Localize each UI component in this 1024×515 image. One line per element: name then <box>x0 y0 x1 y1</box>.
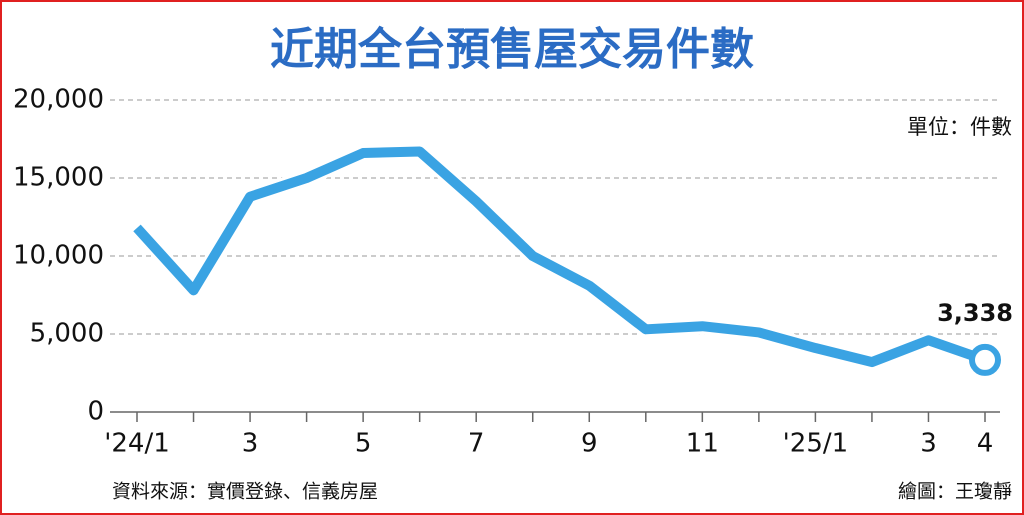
y-tick-label: 20,000 <box>13 85 104 115</box>
y-tick-label: 5,000 <box>30 319 104 349</box>
x-tick-label: 9 <box>581 429 598 459</box>
x-tick-label: 4 <box>977 429 994 459</box>
x-tick-label: 3 <box>920 429 937 459</box>
credit: 繪圖：王瓊靜 <box>898 481 1012 503</box>
y-tick-label: 10,000 <box>13 241 104 271</box>
chart-title: 近期全台預售屋交易件數 <box>270 24 754 75</box>
unit-label: 單位：件數 <box>907 115 1012 139</box>
end-marker <box>969 343 1001 376</box>
x-tick-label: '24/1 <box>104 429 170 459</box>
y-tick-label: 15,000 <box>13 163 104 193</box>
x-tick-label: 11 <box>686 429 719 459</box>
value-label: 3,338 <box>937 299 1013 327</box>
x-tick-label: 7 <box>468 429 485 459</box>
y-tick-label: 0 <box>87 397 104 427</box>
x-tick-label: 3 <box>242 429 259 459</box>
x-tick-label: '25/1 <box>783 429 849 459</box>
x-tick-label: 5 <box>355 429 372 459</box>
source: 資料來源：實價登錄、信義房屋 <box>112 481 378 503</box>
line <box>133 146 987 368</box>
